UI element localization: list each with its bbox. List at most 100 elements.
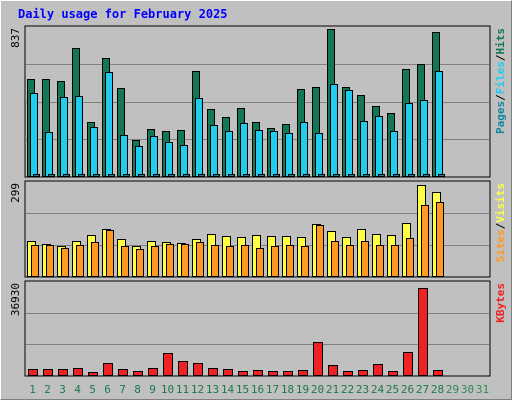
pages-bar <box>63 174 70 177</box>
panel-3-legend: KBytes <box>494 283 507 323</box>
pages-bar <box>78 174 85 177</box>
sites-bar <box>361 241 369 277</box>
legend-files: Files <box>494 61 507 94</box>
kbytes-bar <box>28 369 38 376</box>
files-bar <box>225 131 233 177</box>
sites-bar <box>106 230 114 277</box>
x-tick-label: 5 <box>89 383 96 396</box>
kbytes-bar <box>358 370 368 376</box>
legend-sites: Sites <box>494 229 507 262</box>
sites-bar <box>31 245 39 277</box>
x-tick-label: 20 <box>311 383 324 396</box>
legend-visits: Visits <box>494 183 507 223</box>
x-tick-label: 31 <box>476 383 489 396</box>
pages-bar <box>168 174 175 177</box>
legend-slash: / <box>494 94 507 101</box>
pages-bar <box>423 174 430 177</box>
pages-bar <box>108 174 115 177</box>
x-tick-label: 17 <box>266 383 279 396</box>
x-tick-label: 24 <box>371 383 385 396</box>
kbytes-bar <box>73 368 83 376</box>
files-bar <box>300 122 308 177</box>
files-bar <box>360 121 368 177</box>
files-bar <box>165 142 173 177</box>
files-bar <box>75 96 83 177</box>
pages-bar <box>318 174 325 177</box>
kbytes-bar <box>193 363 203 376</box>
files-bar <box>30 93 38 177</box>
sites-bar <box>331 241 339 277</box>
sites-bar <box>196 242 204 277</box>
x-tick-label: 12 <box>191 383 204 396</box>
files-bar <box>435 71 443 177</box>
x-tick-label: 8 <box>134 383 141 396</box>
x-tick-label: 23 <box>356 383 369 396</box>
sites-bar <box>91 242 99 277</box>
sites-bar <box>376 245 384 277</box>
x-tick-label: 22 <box>341 383 354 396</box>
x-tick-label: 10 <box>161 383 174 396</box>
files-bar <box>150 136 158 177</box>
sites-bar <box>256 248 264 277</box>
files-bar <box>405 103 413 177</box>
panel-2-legend: Sites/Visits <box>494 183 507 263</box>
files-bar <box>105 72 113 177</box>
kbytes-bar <box>298 370 308 376</box>
files-bar <box>180 145 188 177</box>
x-tick-label: 2 <box>44 383 51 396</box>
sites-bar <box>346 245 354 277</box>
kbytes-bar <box>148 368 158 376</box>
pages-bar <box>273 174 280 177</box>
kbytes-bar <box>88 372 98 376</box>
legend-pages: Pages <box>494 101 507 134</box>
panel-1-legend: Pages/Files/Hits <box>494 28 507 134</box>
kbytes-bar <box>118 369 128 376</box>
sites-bar <box>406 238 414 277</box>
pages-bar <box>48 174 55 177</box>
sites-bar <box>76 245 84 277</box>
files-bar <box>390 131 398 177</box>
x-tick-label: 13 <box>206 383 219 396</box>
sites-bar <box>316 225 324 277</box>
kbytes-bar <box>373 364 383 376</box>
kbytes-bar <box>283 371 293 376</box>
kbytes-bar <box>103 363 113 376</box>
kbytes-bar <box>223 369 233 376</box>
kbytes-bar <box>343 371 353 376</box>
pages-bar <box>228 174 235 177</box>
sites-bar <box>301 246 309 277</box>
files-bar <box>45 132 53 177</box>
pages-bar <box>393 174 400 177</box>
legend-slash: / <box>494 54 507 61</box>
files-bar <box>375 116 383 177</box>
sites-bar <box>61 248 69 277</box>
x-tick-label: 25 <box>386 383 399 396</box>
files-bar <box>210 125 218 177</box>
kbytes-bar <box>178 361 188 376</box>
x-tick-label: 16 <box>251 383 264 396</box>
pages-bar <box>213 174 220 177</box>
pages-bar <box>243 174 250 177</box>
kbytes-bar <box>418 288 428 376</box>
files-bar <box>240 123 248 177</box>
pages-bar <box>438 174 445 177</box>
kbytes-bar <box>403 352 413 376</box>
pages-bar <box>183 174 190 177</box>
legend-slash: / <box>494 222 507 229</box>
pages-bar <box>138 174 145 177</box>
x-tick-label: 4 <box>74 383 81 396</box>
pages-bar <box>378 174 385 177</box>
panel-3-max-label: 36930 <box>9 283 22 316</box>
kbytes-bar <box>163 353 173 376</box>
files-bar <box>60 97 68 177</box>
files-bar <box>285 133 293 177</box>
files-bar <box>195 98 203 177</box>
legend-kbytes: KBytes <box>494 283 507 323</box>
files-bar <box>315 133 323 177</box>
files-bar <box>255 130 263 177</box>
x-tick-label: 11 <box>176 383 189 396</box>
kbytes-bar <box>388 371 398 376</box>
legend-hits: Hits <box>494 28 507 55</box>
chart-title: Daily usage for February 2025 <box>18 7 228 21</box>
